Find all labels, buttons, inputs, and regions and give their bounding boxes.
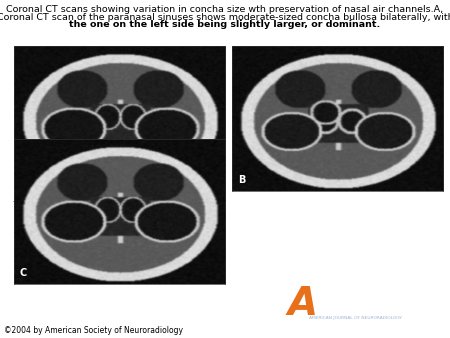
Text: AMERICAN JOURNAL OF NEURORADIOLOGY: AMERICAN JOURNAL OF NEURORADIOLOGY (309, 315, 402, 319)
Text: C: C (20, 268, 27, 278)
Text: A: A (287, 285, 317, 323)
Text: A: A (20, 175, 27, 185)
Text: B: B (238, 175, 245, 185)
Text: Coronal CT scans showing variation in concha size wth preservation of nasal air : Coronal CT scans showing variation in co… (6, 5, 444, 14)
Text: Jamie S. Stallman et al. AJNR Am J Neuroradiol: Jamie S. Stallman et al. AJNR Am J Neuro… (14, 193, 212, 202)
Text: ©2004 by American Society of Neuroradiology: ©2004 by American Society of Neuroradiol… (4, 325, 184, 335)
Text: Coronal CT scan of the paranasal sinuses shows moderate-sized concha bullosa bil: Coronal CT scan of the paranasal sinuses… (0, 13, 450, 22)
Text: INR: INR (333, 285, 410, 323)
Text: the one on the left side being slightly larger, or dominant.: the one on the left side being slightly … (69, 20, 381, 29)
Text: 2004;25:1613-1618: 2004;25:1613-1618 (14, 201, 99, 210)
